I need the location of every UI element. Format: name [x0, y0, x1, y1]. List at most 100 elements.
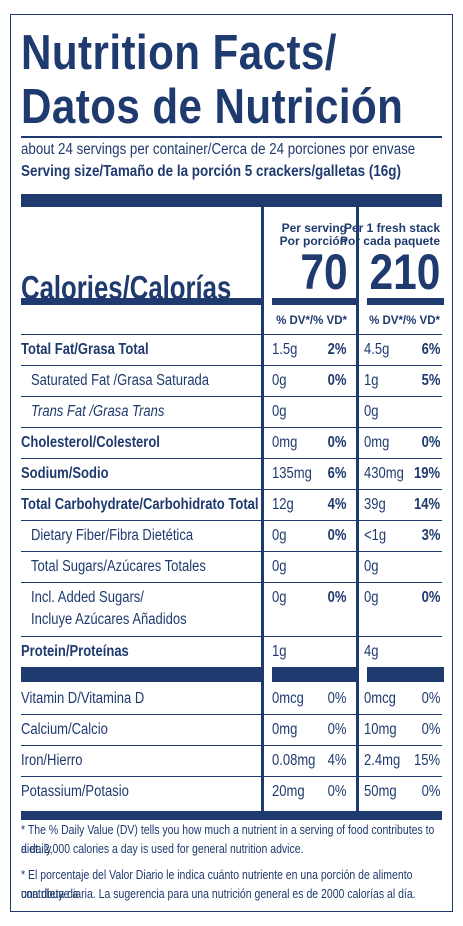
col2-header-line2: Por cada paquete — [339, 234, 440, 248]
col2-amount: 10mg — [364, 721, 397, 738]
row-divider — [21, 365, 442, 366]
col1-dv: 0% — [327, 372, 346, 389]
col2-amount: 50mg — [364, 783, 397, 800]
row-divider — [21, 745, 442, 746]
col2-calories: 210 — [369, 244, 440, 300]
col2-amount: 1g — [364, 372, 379, 389]
calories-rule-left — [21, 298, 261, 305]
col1-amount: 0g — [272, 589, 287, 606]
column-divider-1 — [261, 207, 264, 819]
col1-amount: 0g — [272, 558, 287, 575]
vitamin-label: Iron/Hierro — [21, 752, 83, 769]
row-divider — [21, 458, 442, 459]
vitamin-label: Vitamin D/Vitamina D — [21, 690, 145, 707]
col1-amount: 1.5g — [272, 341, 298, 358]
vitamins-rule-col1 — [272, 667, 356, 682]
col1-dv: 0% — [327, 690, 346, 707]
nutrient-label: Total Sugars/Azúcares Totales — [31, 558, 206, 575]
row-divider — [21, 582, 442, 583]
col1-amount: 0mcg — [272, 690, 304, 707]
col1-amount: 1g — [272, 643, 287, 660]
col2-header-line1: Per 1 fresh stack — [343, 221, 440, 235]
col2-amount: 0mcg — [364, 690, 396, 707]
col2-amount: 0g — [364, 403, 379, 420]
col2-amount: 39g — [364, 496, 386, 513]
nutrient-label: Total Carbohydrate/Carbohidrato Total — [21, 496, 259, 513]
vitamins-rule-col2 — [367, 667, 444, 682]
col2-amount: <1g — [364, 527, 387, 544]
col2-dv-header: % DV*/% VD* — [369, 315, 440, 327]
row-divider — [21, 636, 442, 637]
col1-amount: 0mg — [272, 721, 298, 738]
col2-amount: 0g — [364, 589, 379, 606]
vitamins-rule-left — [21, 667, 261, 682]
col1-dv: 0% — [327, 434, 346, 451]
col1-amount: 0.08mg — [272, 752, 316, 769]
col2-dv: 6% — [421, 341, 440, 358]
col1-header-line2: Por porción — [279, 234, 347, 248]
nutrition-facts-label: Nutrition Facts/ Datos de Nutrición abou… — [10, 14, 453, 912]
servings-per-container: about 24 servings per container/Cerca de… — [21, 141, 416, 158]
row-divider — [21, 714, 442, 715]
col2-dv: 5% — [421, 372, 440, 389]
col1-dv-header: % DV*/% VD* — [276, 315, 347, 327]
row-divider — [21, 776, 442, 777]
footnote-rule — [21, 811, 442, 820]
col1-amount: 135mg — [272, 465, 312, 482]
col1-dv: 0% — [327, 589, 346, 606]
col1-dv: 2% — [327, 341, 346, 358]
col1-dv: 4% — [327, 496, 346, 513]
title-divider — [21, 136, 442, 138]
col2-amount: 4g — [364, 643, 379, 660]
col1-dv: 0% — [327, 527, 346, 544]
calories-rule-col2 — [367, 298, 444, 305]
title-line-1: Nutrition Facts/ — [21, 26, 337, 80]
nutrient-label: Saturated Fat /Grasa Saturada — [31, 372, 210, 389]
row-divider — [21, 551, 442, 552]
nutrient-label: Protein/Proteínas — [21, 643, 129, 660]
col2-dv: 0% — [421, 434, 440, 451]
col1-amount: 20mg — [272, 783, 305, 800]
col1-amount: 0g — [272, 527, 287, 544]
col1-dv: 4% — [327, 752, 346, 769]
row-divider — [21, 520, 442, 521]
col2-amount: 0mg — [364, 434, 390, 451]
col2-dv: 15% — [413, 752, 440, 769]
row-divider — [21, 489, 442, 490]
col2-amount: 0g — [364, 558, 379, 575]
footnote-english-line1: * The % Daily Value (DV) tells you how m… — [21, 823, 435, 856]
col2-dv: 0% — [421, 721, 440, 738]
nutrient-label: Total Fat/Grasa Total — [21, 341, 149, 358]
vitamin-label: Potassium/Potasio — [21, 783, 129, 800]
vitamin-label: Calcium/Calcio — [21, 721, 108, 738]
serving-size: Serving size/Tamaño de la porción 5 crac… — [21, 163, 401, 180]
calories-rule-col1 — [272, 298, 356, 305]
col2-amount: 430mg — [364, 465, 404, 482]
col2-dv: 14% — [413, 496, 440, 513]
col1-dv: 6% — [327, 465, 346, 482]
footnote-spanish-line1: * El porcentaje del Valor Diario le indi… — [21, 868, 413, 901]
col2-dv: 19% — [413, 465, 440, 482]
col1-dv: 0% — [327, 783, 346, 800]
nutrient-label: Sodium/Sodio — [21, 465, 109, 482]
col2-dv: 0% — [421, 690, 440, 707]
col2-dv: 0% — [421, 783, 440, 800]
col1-amount: 0g — [272, 403, 287, 420]
nutrient-label-line2: Incluye Azúcares Añadidos — [31, 611, 187, 628]
title-line-2: Datos de Nutrición — [21, 80, 404, 134]
col2-amount: 2.4mg — [364, 752, 401, 769]
footnote-english-line2: diet. 2,000 calories a day is used for g… — [21, 842, 304, 856]
row-divider — [21, 334, 442, 335]
nutrient-label: Cholesterol/Colesterol — [21, 434, 160, 451]
nutrient-label: Trans Fat /Grasa Trans — [31, 403, 165, 420]
nutrient-label: Incl. Added Sugars/ — [31, 589, 144, 606]
column-divider-2 — [356, 207, 359, 819]
nutrient-label: Dietary Fiber/Fibra Dietética — [31, 527, 194, 544]
col1-calories: 70 — [300, 244, 348, 300]
col2-amount: 4.5g — [364, 341, 390, 358]
col1-amount: 0g — [272, 372, 287, 389]
col1-amount: 12g — [272, 496, 294, 513]
col2-dv: 0% — [421, 589, 440, 606]
col1-amount: 0mg — [272, 434, 298, 451]
footnote-spanish-line2: una dieta diaria. La sugerencia para una… — [21, 887, 416, 901]
